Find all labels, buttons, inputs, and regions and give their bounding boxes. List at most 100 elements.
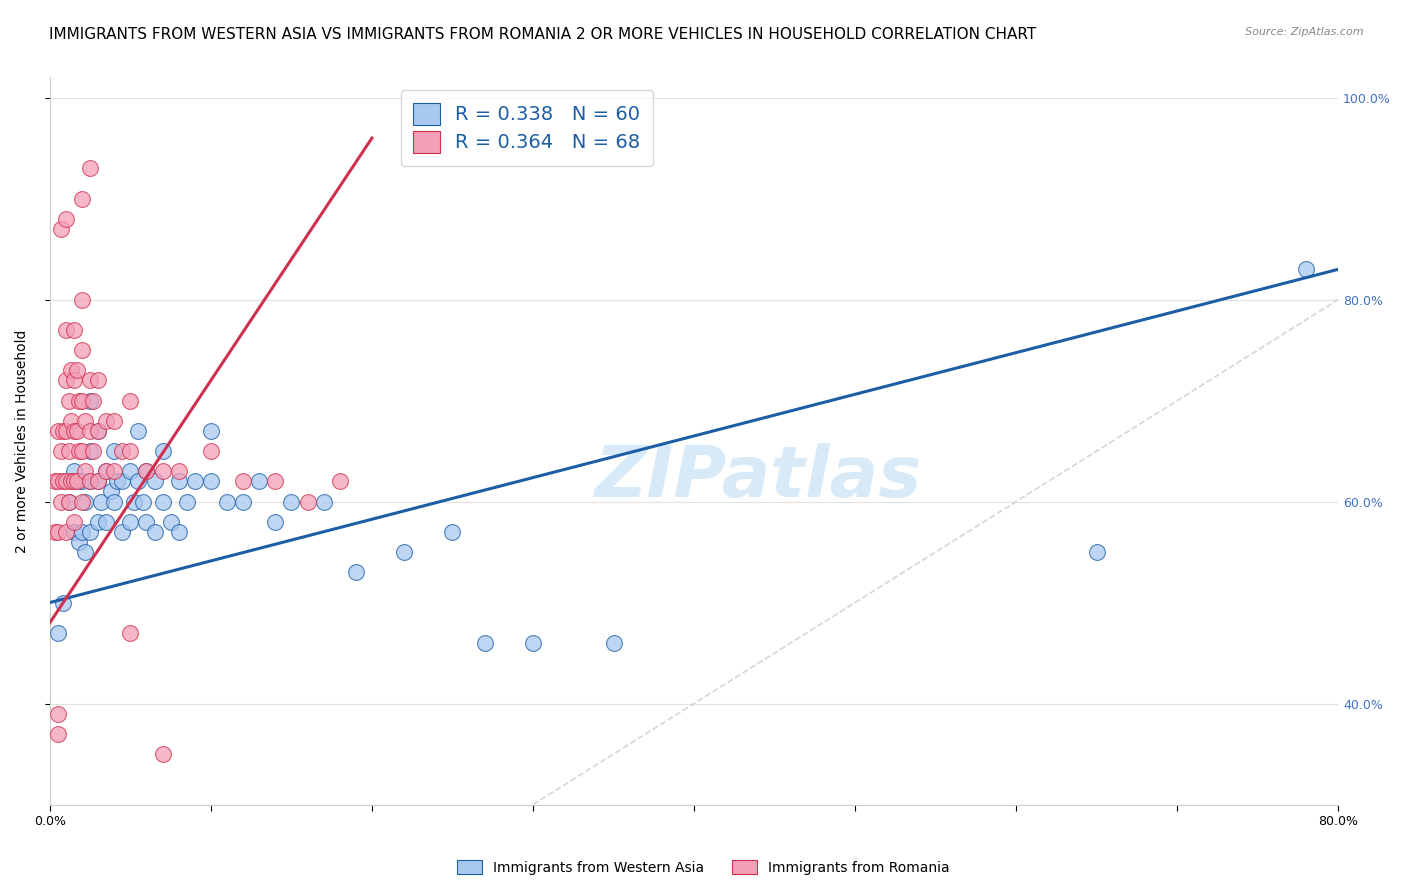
Point: [70, 343, 93, 357]
Point: [103, 494, 125, 508]
Point: [75, 414, 97, 428]
Point: [58, 494, 80, 508]
Point: [200, 424, 222, 438]
Point: [159, 515, 181, 529]
Point: [66, 363, 89, 377]
Point: [79, 373, 101, 387]
Point: [100, 484, 122, 499]
Point: [120, 625, 142, 640]
Point: [232, 494, 254, 508]
Point: [96, 464, 118, 478]
Point: [297, 494, 319, 508]
Point: [75, 545, 97, 559]
Point: [79, 524, 101, 539]
Point: [107, 475, 129, 489]
Text: ZIPatlas: ZIPatlas: [595, 442, 922, 512]
Point: [59, 414, 82, 428]
Point: [75, 464, 97, 478]
Point: [79, 424, 101, 438]
Point: [87, 475, 110, 489]
Point: [58, 393, 80, 408]
Point: [58, 494, 80, 508]
Point: [79, 475, 101, 489]
Point: [75, 494, 97, 508]
Point: [264, 475, 287, 489]
Point: [127, 475, 149, 489]
Point: [46, 625, 69, 640]
Point: [103, 444, 125, 458]
Point: [232, 475, 254, 489]
Point: [87, 515, 110, 529]
Point: [44, 524, 66, 539]
Point: [474, 636, 496, 650]
Point: [63, 424, 86, 438]
Point: [66, 475, 89, 489]
Point: [70, 192, 93, 206]
Point: [46, 727, 69, 741]
Text: Source: ZipAtlas.com: Source: ZipAtlas.com: [1246, 27, 1364, 37]
Point: [87, 475, 110, 489]
Legend: Immigrants from Western Asia, Immigrants from Romania: Immigrants from Western Asia, Immigrants…: [451, 855, 955, 880]
Point: [82, 444, 104, 458]
Point: [132, 494, 155, 508]
Point: [152, 494, 174, 508]
Point: [70, 293, 93, 307]
Point: [135, 515, 157, 529]
Point: [152, 464, 174, 478]
Point: [602, 636, 624, 650]
Point: [329, 475, 352, 489]
Point: [49, 444, 72, 458]
Point: [67, 444, 90, 458]
Point: [52, 424, 75, 438]
Point: [135, 464, 157, 478]
Point: [44, 475, 66, 489]
Point: [82, 393, 104, 408]
Point: [111, 444, 134, 458]
Point: [67, 393, 90, 408]
Point: [46, 524, 69, 539]
Point: [87, 424, 110, 438]
Point: [127, 424, 149, 438]
Text: IMMIGRANTS FROM WESTERN ASIA VS IMMIGRANTS FROM ROMANIA 2 OR MORE VEHICLES IN HO: IMMIGRANTS FROM WESTERN ASIA VS IMMIGRAN…: [49, 27, 1036, 42]
Point: [120, 464, 142, 478]
Point: [79, 393, 101, 408]
Point: [200, 475, 222, 489]
Point: [264, 515, 287, 529]
Point: [96, 515, 118, 529]
Y-axis label: 2 or more Vehicles in Household: 2 or more Vehicles in Household: [15, 329, 30, 553]
Legend: R = 0.338   N = 60, R = 0.364   N = 68: R = 0.338 N = 60, R = 0.364 N = 68: [401, 90, 652, 166]
Point: [344, 566, 367, 580]
Point: [90, 494, 112, 508]
Point: [96, 414, 118, 428]
Point: [143, 475, 166, 489]
Point: [96, 464, 118, 478]
Point: [63, 373, 86, 387]
Point: [247, 475, 270, 489]
Point: [111, 475, 134, 489]
Point: [55, 524, 77, 539]
Point: [63, 464, 86, 478]
Point: [1085, 545, 1108, 559]
Point: [87, 424, 110, 438]
Point: [120, 444, 142, 458]
Point: [46, 706, 69, 721]
Point: [87, 373, 110, 387]
Point: [67, 535, 90, 549]
Point: [49, 494, 72, 508]
Point: [200, 444, 222, 458]
Point: [280, 494, 302, 508]
Point: [55, 323, 77, 337]
Point: [312, 494, 335, 508]
Point: [58, 444, 80, 458]
Point: [46, 475, 69, 489]
Point: [152, 747, 174, 761]
Point: [79, 444, 101, 458]
Point: [70, 393, 93, 408]
Point: [59, 475, 82, 489]
Point: [215, 494, 238, 508]
Point: [167, 475, 190, 489]
Point: [59, 363, 82, 377]
Point: [55, 211, 77, 226]
Point: [103, 464, 125, 478]
Point: [70, 494, 93, 508]
